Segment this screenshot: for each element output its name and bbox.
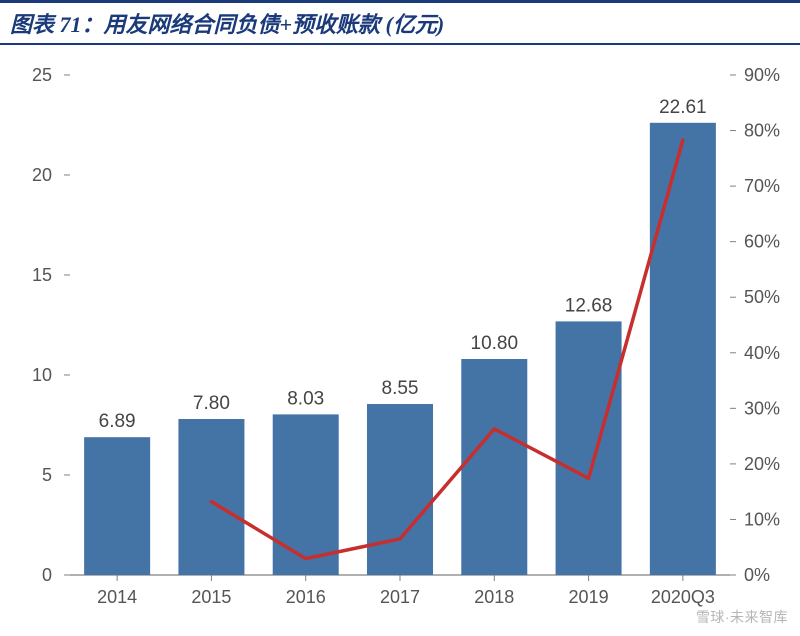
x-category: 2016 <box>286 587 326 607</box>
bar <box>461 359 527 575</box>
chart-title: 图表 71：用友网络合同负债+预收账款 (亿元) <box>0 0 800 45</box>
bar-value-label: 12.68 <box>565 295 613 316</box>
bar <box>556 321 622 575</box>
bar <box>273 414 339 575</box>
svg-text:80%: 80% <box>744 121 780 141</box>
svg-text:10: 10 <box>32 365 52 385</box>
x-category: 2020Q3 <box>651 587 715 607</box>
x-category: 2019 <box>569 587 609 607</box>
bar-value-label: 22.61 <box>659 97 707 118</box>
svg-text:50%: 50% <box>744 287 780 307</box>
bar <box>178 419 244 575</box>
x-category: 2014 <box>97 587 137 607</box>
chart-container: 0 5 10 15 20 25 0% 10% 20% 30% 40% 50% 60% 70% 80% 90% 6… <box>0 45 800 635</box>
svg-text:90%: 90% <box>744 65 780 85</box>
bar-value-label: 6.89 <box>99 411 136 432</box>
x-category: 2018 <box>474 587 514 607</box>
svg-text:0: 0 <box>42 565 52 585</box>
svg-text:20%: 20% <box>744 454 780 474</box>
watermark: 雪球·未来智库 <box>696 607 788 627</box>
bar-value-label: 8.03 <box>287 388 324 409</box>
bar <box>84 437 150 575</box>
svg-text:10%: 10% <box>744 509 780 529</box>
svg-text:40%: 40% <box>744 343 780 363</box>
x-category: 2015 <box>191 587 231 607</box>
bar-value-label: 8.55 <box>382 378 419 399</box>
bar <box>367 404 433 575</box>
svg-text:5: 5 <box>42 465 52 485</box>
svg-text:15: 15 <box>32 265 52 285</box>
x-category: 2017 <box>380 587 420 607</box>
svg-text:20: 20 <box>32 165 52 185</box>
svg-text:25: 25 <box>32 65 52 85</box>
bar <box>650 123 716 575</box>
svg-text:0%: 0% <box>744 565 770 585</box>
svg-text:60%: 60% <box>744 232 780 252</box>
bar-value-label: 10.80 <box>471 333 519 354</box>
svg-text:70%: 70% <box>744 176 780 196</box>
combo-chart: 0 5 10 15 20 25 0% 10% 20% 30% 40% 50% 60% 70% 80% 90% 6… <box>0 45 800 635</box>
bar-value-label: 7.80 <box>193 393 230 414</box>
svg-text:30%: 30% <box>744 398 780 418</box>
